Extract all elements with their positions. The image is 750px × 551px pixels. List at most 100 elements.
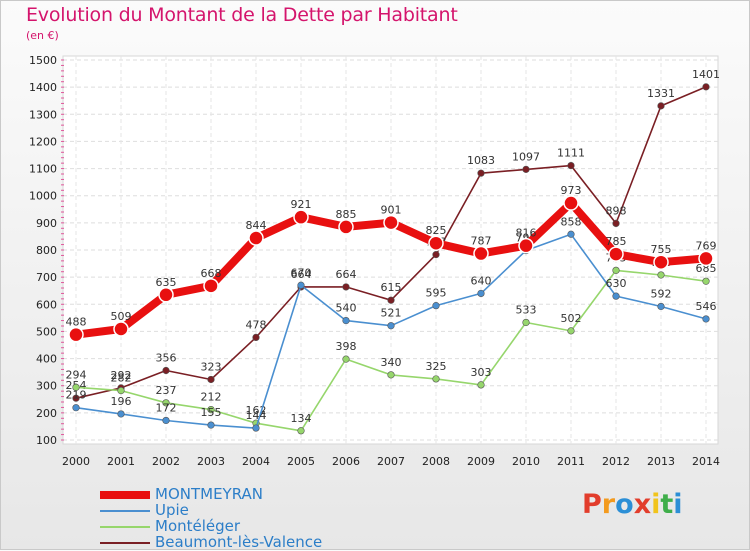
x-tick-label: 2006 (332, 455, 360, 468)
data-label-3: 1083 (467, 154, 495, 167)
data-point-2 (117, 387, 125, 395)
y-tick-label: 700 (36, 271, 57, 284)
data-label-1: 521 (381, 307, 402, 320)
data-point-0 (158, 287, 174, 303)
legend-label: Montéléger (155, 517, 241, 535)
data-point-2 (387, 371, 395, 379)
data-label-0: 509 (111, 310, 132, 323)
data-point-2 (657, 271, 665, 279)
y-tick-label: 1100 (29, 163, 57, 176)
logo-letter: P (582, 489, 602, 520)
data-point-3 (72, 394, 80, 402)
data-label-1: 155 (201, 406, 222, 419)
data-label-2: 282 (111, 372, 132, 385)
data-label-3: 356 (156, 352, 177, 365)
data-label-1: 592 (651, 287, 672, 300)
data-point-0 (563, 195, 579, 211)
x-tick-label: 2014 (692, 455, 720, 468)
data-point-2 (567, 327, 575, 335)
legend-label: Upie (155, 501, 189, 519)
data-label-1: 172 (156, 401, 177, 414)
logo-letter: r (601, 489, 616, 520)
data-point-1 (567, 230, 575, 238)
y-tick-label: 1000 (29, 190, 57, 203)
data-point-2 (162, 399, 170, 407)
x-tick-label: 2011 (557, 455, 585, 468)
data-point-3 (207, 375, 215, 384)
data-label-1: 640 (471, 274, 492, 287)
data-label-2: 398 (336, 340, 357, 353)
data-label-0: 787 (471, 235, 492, 248)
data-label-3: 664 (336, 268, 357, 281)
data-label-0: 635 (156, 276, 177, 289)
data-label-3: 1097 (512, 150, 540, 163)
data-label-0: 825 (426, 224, 447, 237)
data-label-0: 844 (246, 219, 267, 232)
data-point-2 (612, 266, 620, 274)
legend-swatch (100, 491, 150, 499)
data-label-2: 237 (156, 384, 177, 397)
x-tick-label: 2007 (377, 455, 405, 468)
data-label-2: 502 (561, 312, 582, 325)
proxiti-logo: Proxiti (582, 489, 683, 520)
data-label-0: 488 (66, 316, 87, 329)
data-label-3: 1111 (557, 147, 585, 160)
data-label-1: 196 (111, 395, 132, 408)
y-tick-label: 100 (36, 434, 57, 447)
x-tick-label: 2013 (647, 455, 675, 468)
chart-title: Evolution du Montant de la Dette par Hab… (26, 4, 458, 26)
x-tick-label: 2012 (602, 455, 630, 468)
data-point-1 (702, 315, 710, 323)
data-point-0 (653, 254, 669, 270)
data-label-2: 325 (426, 360, 447, 373)
x-tick-label: 2008 (422, 455, 450, 468)
data-label-1: 144 (246, 409, 267, 422)
data-point-3 (252, 333, 260, 342)
y-tick-label: 300 (36, 380, 57, 393)
data-point-1 (657, 302, 665, 311)
data-point-0 (608, 246, 624, 262)
data-label-1: 546 (696, 300, 717, 313)
data-point-0 (518, 237, 534, 254)
legend-label: Beaumont-lès-Valence (155, 533, 323, 551)
data-label-2: 134 (291, 412, 312, 425)
data-label-0: 885 (336, 208, 357, 221)
x-tick-label: 2004 (242, 455, 270, 468)
data-point-3 (567, 161, 575, 170)
data-point-1 (252, 424, 260, 432)
y-tick-label: 600 (36, 298, 57, 311)
data-label-0: 668 (201, 267, 222, 280)
y-tick-label: 1200 (29, 135, 57, 148)
logo-letter: t (660, 489, 674, 520)
y-tick-label: 1400 (29, 81, 57, 94)
data-point-2 (207, 406, 215, 414)
data-point-0 (698, 250, 714, 267)
data-label-2: 303 (471, 366, 492, 379)
data-label-0: 816 (516, 227, 537, 240)
logo-letter: o (615, 489, 634, 520)
data-point-1 (207, 421, 215, 429)
logo-letter: i (651, 489, 661, 520)
data-label-3: 898 (606, 204, 627, 217)
y-tick-label: 200 (36, 407, 57, 420)
y-tick-label: 900 (36, 217, 57, 230)
data-point-0 (383, 214, 399, 231)
data-label-2: 294 (66, 368, 87, 381)
data-label-3: 292 (111, 369, 132, 382)
data-label-1: 670 (291, 266, 312, 279)
data-label-3: 1331 (647, 87, 675, 100)
data-point-0 (338, 219, 354, 235)
data-label-1: 219 (66, 389, 87, 402)
legend-swatch (100, 510, 150, 512)
data-label-1: 858 (561, 215, 582, 228)
data-label-2: 340 (381, 356, 402, 369)
data-label-2: 685 (696, 262, 717, 275)
data-label-0: 785 (606, 235, 627, 248)
x-tick-label: 2005 (287, 455, 315, 468)
data-point-1 (297, 281, 305, 289)
data-point-2 (477, 381, 485, 389)
y-tick-label: 500 (36, 325, 57, 338)
x-tick-label: 2010 (512, 455, 540, 468)
data-point-2 (72, 383, 80, 391)
data-point-1 (117, 410, 125, 418)
